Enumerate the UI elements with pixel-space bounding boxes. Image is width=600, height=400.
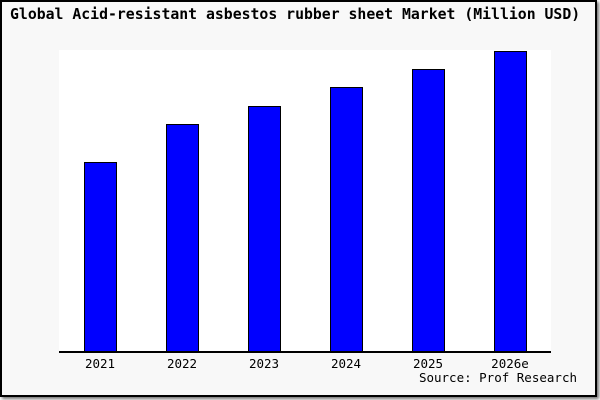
bar-2024: [329, 87, 363, 351]
x-tick-label-2022: 2022: [166, 356, 198, 371]
x-tick-label-2026e: 2026e: [491, 356, 529, 371]
plot-area: [59, 50, 551, 353]
chart-title: Global Acid-resistant asbestos rubber sh…: [10, 6, 581, 23]
x-tick-label-2025: 2025: [412, 356, 444, 371]
bar-2023: [247, 106, 281, 351]
x-tick-label-2021: 2021: [84, 356, 116, 371]
bar-2021: [83, 162, 117, 351]
x-axis-tick-row: 2021 2022 2023 2024 2025 2026e: [59, 356, 551, 372]
bar-2022: [165, 124, 199, 351]
bar-2026e: [493, 51, 527, 351]
x-tick-label-2023: 2023: [248, 356, 280, 371]
bar-2025: [411, 69, 445, 351]
source-credit: Source: Prof Research: [418, 370, 577, 385]
x-tick-label-2024: 2024: [330, 356, 362, 371]
